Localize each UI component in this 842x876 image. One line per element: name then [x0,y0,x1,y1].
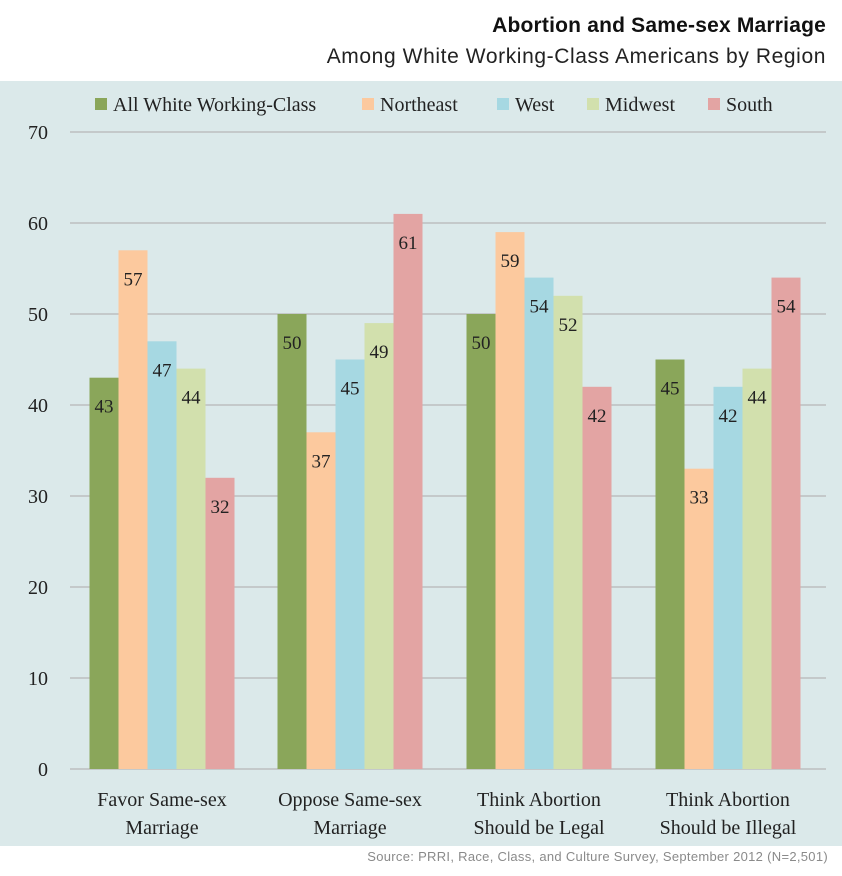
x-tick-label: Favor Same-sex [97,789,226,811]
x-tick-label: Should be Illegal [660,817,797,839]
legend-swatch [95,98,107,110]
x-tick-label: Think Abortion [666,789,790,811]
x-tick-label: Think Abortion [477,789,601,811]
legend-item: West [497,94,555,116]
bar [393,213,423,769]
bar [771,277,801,769]
data-label: 37 [312,451,331,472]
legend-item: All White Working-Class [95,94,316,116]
data-label: 45 [341,379,360,400]
data-label: 45 [661,379,680,400]
value-labels: 43 57 47 44 32 50 37 45 49 61 50 59 54 52 42 45 33 42 44 54 [95,233,797,518]
y-tick-label: 30 [28,486,48,508]
bar [176,368,206,769]
source-note: Source: PRRI, Race, Class, and Culture S… [367,849,828,864]
data-label: 42 [588,406,607,427]
x-tick-labels: Favor Same-sex Marriage Oppose Same-sex Mar… [97,789,796,839]
bar [684,468,714,769]
data-label: 42 [719,406,738,427]
bar [553,295,583,769]
legend-label: West [515,94,555,116]
bar [364,323,394,769]
legend-swatch [362,98,374,110]
data-label: 47 [153,360,172,381]
x-tick-label: Should be Legal [473,817,605,839]
bar [655,359,685,769]
y-tick-label: 20 [28,577,48,599]
y-tick-label: 0 [38,759,48,781]
y-tick-label: 10 [28,668,48,690]
legend-label: South [726,94,773,116]
bar [335,359,365,769]
chart-title: Abortion and Same-sex Marriage [492,14,826,37]
data-label: 54 [777,297,797,318]
legend-item: Midwest [587,94,675,116]
legend-label: Northeast [380,94,458,116]
data-label: 44 [748,388,768,409]
bar [713,386,743,769]
data-label: 59 [501,251,520,272]
chart-subtitle: Among White Working-Class Americans by R… [326,45,826,68]
data-label: 57 [124,269,143,290]
legend-item: Northeast [362,94,458,116]
bar [524,277,554,769]
data-label: 32 [211,497,230,518]
legend-label: All White Working-Class [113,94,316,116]
data-label: 52 [559,315,578,336]
y-tick-labels: 0 10 20 30 40 50 60 70 [28,122,48,781]
bar [306,432,336,769]
bar [205,477,235,769]
legend-swatch [497,98,509,110]
data-label: 44 [182,388,202,409]
bar [742,368,772,769]
bars [89,213,801,770]
legend-item: South [708,94,773,116]
y-tick-label: 50 [28,304,48,326]
legend-label: Midwest [605,94,675,116]
data-label: 49 [370,342,389,363]
x-tick-label: Marriage [125,817,198,839]
data-label: 43 [95,397,114,418]
y-tick-label: 60 [28,213,48,235]
y-tick-label: 40 [28,395,48,417]
legend-swatch [708,98,720,110]
bar [582,386,612,769]
x-tick-label: Oppose Same-sex [278,789,422,811]
bar [466,314,496,769]
y-tick-label: 70 [28,122,48,144]
data-label: 50 [283,333,302,354]
bar [89,377,119,769]
bar [277,314,307,769]
data-label: 61 [399,233,418,254]
legend-swatch [587,98,599,110]
bar [495,232,525,770]
data-label: 50 [472,333,491,354]
data-label: 33 [690,488,709,509]
bar [147,341,177,769]
data-label: 54 [530,297,550,318]
legend: All White Working-Class Northeast West Midw… [95,94,773,116]
x-tick-label: Marriage [313,817,386,839]
bar [118,250,148,770]
